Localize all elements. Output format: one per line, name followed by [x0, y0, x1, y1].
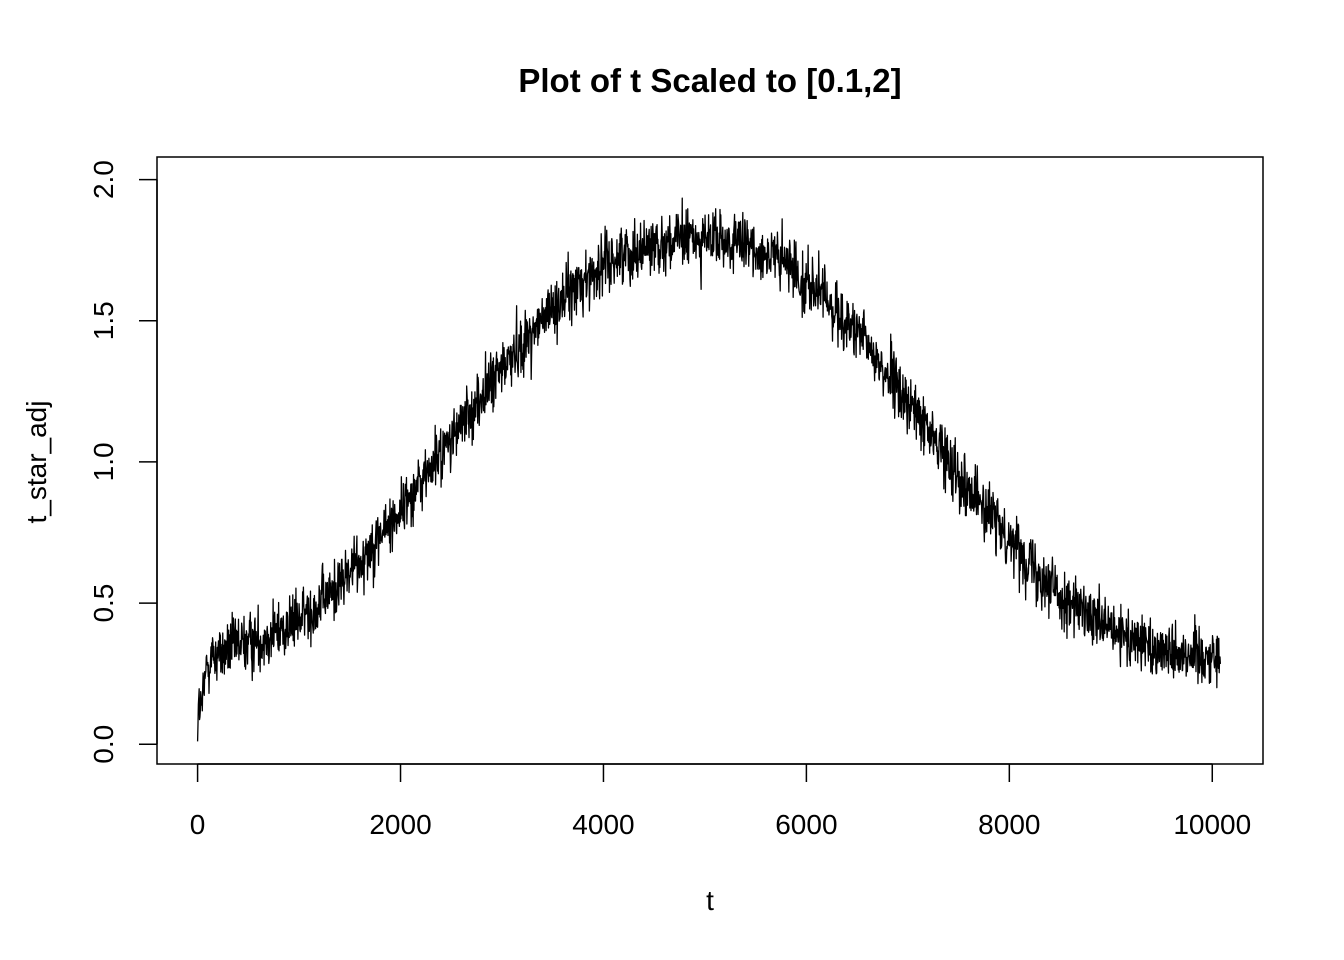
x-tick-label: 2000 [369, 809, 431, 840]
y-tick-label: 1.0 [88, 442, 119, 481]
x-tick-label: 8000 [978, 809, 1040, 840]
y-tick-label: 0.5 [88, 584, 119, 623]
y-tick-label: 2.0 [88, 160, 119, 199]
x-axis-label: t [706, 885, 714, 916]
x-tick-label: 6000 [775, 809, 837, 840]
series-layer [196, 197, 1222, 742]
x-tick-label: 0 [190, 809, 206, 840]
series-line [196, 197, 1222, 742]
chart-title: Plot of t Scaled to [0.1,2] [518, 62, 901, 99]
y-axis: 0.0 0.5 1.0 1.5 2.0 [88, 160, 158, 764]
y-axis-label: t_star_adj [21, 401, 52, 524]
x-tick-label: 4000 [572, 809, 634, 840]
y-tick-label: 0.0 [88, 725, 119, 764]
y-tick-label: 1.5 [88, 301, 119, 340]
x-tick-label: 10000 [1173, 809, 1251, 840]
x-axis: 0 2000 4000 6000 8000 10000 [190, 763, 1251, 840]
